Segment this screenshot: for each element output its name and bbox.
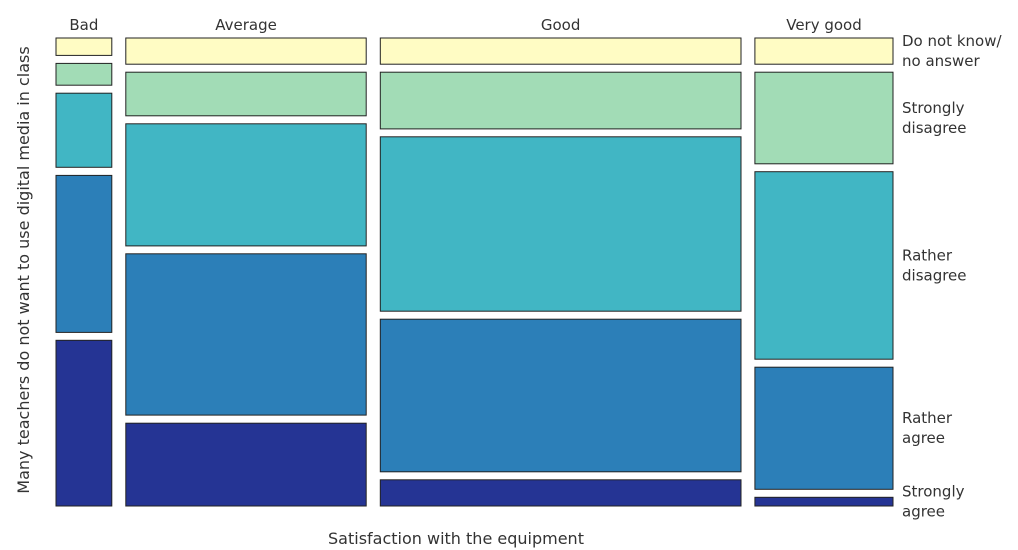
- tile-good-rather-disagree: [379, 136, 742, 312]
- row-label-strongly-disagree: Strongly disagree: [902, 99, 967, 137]
- row-label-strongly-agree: Strongly agree: [902, 483, 965, 521]
- tile-bad-strongly-disagree: [55, 62, 113, 86]
- tile-very-good-strongly-disagree: [754, 71, 894, 165]
- column-labels: Bad Average Good Very good: [69, 16, 861, 34]
- tile-very-good-rather-agree: [754, 366, 894, 490]
- tile-very-good-strongly-agree: [754, 496, 894, 507]
- column-label-very-good: Very good: [786, 16, 862, 34]
- tile-good-rather-agree: [379, 318, 742, 473]
- tile-average-strongly-agree: [125, 422, 367, 507]
- tile-average-rather-disagree: [125, 123, 367, 247]
- tile-bad-rather-disagree: [55, 92, 113, 168]
- y-axis-title: Many teachers do not want to use digital…: [14, 46, 33, 493]
- row-label-do-not-know-no-answer: Do not know/no answer: [902, 32, 1002, 70]
- tile-good-strongly-disagree: [379, 71, 742, 130]
- tile-good-strongly-agree: [379, 479, 742, 507]
- x-axis-title: Satisfaction with the equipment: [328, 529, 584, 548]
- mosaic-tiles: [55, 37, 894, 507]
- tile-average-do-not-know-no-answer: [125, 37, 367, 65]
- tile-bad-strongly-agree: [55, 339, 113, 507]
- column-label-average: Average: [215, 16, 277, 34]
- column-label-good: Good: [541, 16, 581, 34]
- tile-very-good-rather-disagree: [754, 171, 894, 360]
- row-label-rather-agree: Rather agree: [902, 409, 953, 447]
- column-label-bad: Bad: [69, 16, 98, 34]
- tile-average-strongly-disagree: [125, 71, 367, 117]
- tile-very-good-do-not-know-no-answer: [754, 37, 894, 65]
- tile-bad-rather-agree: [55, 174, 113, 333]
- tile-bad-do-not-know-no-answer: [55, 37, 113, 56]
- tile-good-do-not-know-no-answer: [379, 37, 742, 65]
- tile-average-rather-agree: [125, 253, 367, 416]
- row-labels: Do not know/no answer Strongly disagree Rat…: [902, 32, 1002, 520]
- row-label-rather-disagree: Rather disagree: [902, 247, 967, 285]
